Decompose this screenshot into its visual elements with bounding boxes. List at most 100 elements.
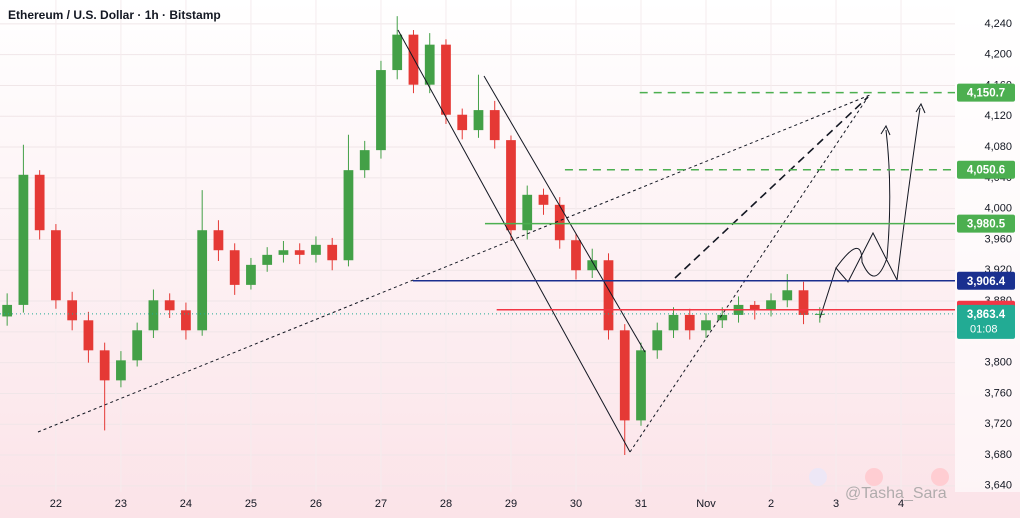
price-tag-label: 4,050.6 [967,165,1005,177]
price-tag [957,214,1015,233]
candle-body [441,44,451,115]
candle-body [164,300,175,311]
icon [865,468,883,486]
candle-body [197,230,208,331]
arrow-head [915,102,926,114]
candles [2,16,825,456]
candle-body [668,314,679,331]
y-tick-label: 3,960 [984,233,1012,245]
candle-body [522,194,533,231]
countdown: 01:08 [970,324,998,336]
x-tick-label: 23 [115,498,127,510]
candle-body [327,244,338,261]
price-tag [957,304,1015,339]
projection-path [819,107,921,319]
levels [0,91,955,315]
candle-body [246,264,256,285]
x-tick-label: 22 [50,498,62,510]
x-tick-label: 4 [898,498,904,510]
candle-body [717,314,728,321]
price-tag [957,83,1015,102]
candle-body [798,290,809,315]
candle-body [424,44,435,85]
y-tick-label: 4,000 [984,203,1012,215]
candle-body [392,34,403,71]
drawings [37,29,926,453]
price-tag-label: 3,980.5 [967,219,1006,231]
candle-body [538,194,549,205]
candle-body [116,360,126,381]
candle-body [408,34,419,85]
price-tag-label: 4,150.7 [967,88,1005,100]
candle-body [34,174,45,231]
arrow-head [880,124,891,136]
price-tag [957,160,1015,179]
candle-body [229,250,240,285]
candle-body [554,204,565,241]
icon [931,468,949,486]
price-tag-label: 3,906.4 [967,276,1006,288]
candle-body [603,260,614,331]
trend-line [629,96,869,453]
x-tick-label: Nov [696,498,716,510]
candle-body [652,330,663,351]
candle-body [278,250,289,255]
channel-line [397,29,631,453]
x-tick-label: 29 [505,498,517,510]
candle-body [213,230,224,251]
chart-title: Ethereum / U.S. Dollar · 1h · Bitstamp [8,8,221,22]
candle-body [457,114,468,131]
x-tick-label: 30 [570,498,582,510]
trend-line [674,96,869,279]
icon [809,468,827,486]
candle-body [684,314,695,331]
x-tick-label: 25 [245,498,257,510]
y-tick-label: 3,800 [984,357,1012,369]
x-tick-label: 31 [635,498,647,510]
y-tick-label: 4,240 [984,18,1012,30]
candle-body [571,240,581,271]
y-tick-label: 4,080 [984,141,1012,153]
candle-body [766,300,776,311]
y-tick-label: 4,120 [984,110,1012,122]
x-tick-label: 24 [180,498,192,510]
candle-body [636,350,646,421]
candle-body [749,304,760,311]
candle-body [489,110,500,141]
y-tick-label: 3,720 [984,418,1012,430]
y-tick-label: 3,760 [984,387,1012,399]
candle-body [343,170,354,261]
x-tick-label: 3 [833,498,839,510]
candle-body [782,290,793,301]
candle-body [132,330,143,361]
candle-body [814,313,825,315]
channel-line [483,75,646,353]
candle-body [619,330,630,421]
candle-body [311,244,321,255]
price-tag [957,271,1015,290]
x-tick-label: 27 [375,498,387,510]
candle-body [99,350,110,381]
candle-body [294,250,305,255]
candle-body [506,140,516,231]
candle-body [359,150,370,171]
projection-path [835,129,891,277]
y-tick-label: 4,200 [984,49,1012,61]
x-tick-label: 28 [440,498,452,510]
watermark: @Tasha_Sara [845,485,947,502]
candle-body [2,304,13,317]
x-tick-label: 26 [310,498,322,510]
candle-body [67,300,78,321]
candle-body [83,320,94,351]
candle-body [262,254,273,265]
candle-body [376,70,386,151]
candle-body [18,174,29,305]
y-tick-label: 3,640 [984,480,1012,492]
candle-body [148,300,159,331]
tags: 4,150.74,050.63,980.53,906.43,868.73,863… [957,83,1015,339]
candle-body [181,310,191,331]
candle-body [473,110,484,131]
y-tick-label: 3,680 [984,449,1012,461]
